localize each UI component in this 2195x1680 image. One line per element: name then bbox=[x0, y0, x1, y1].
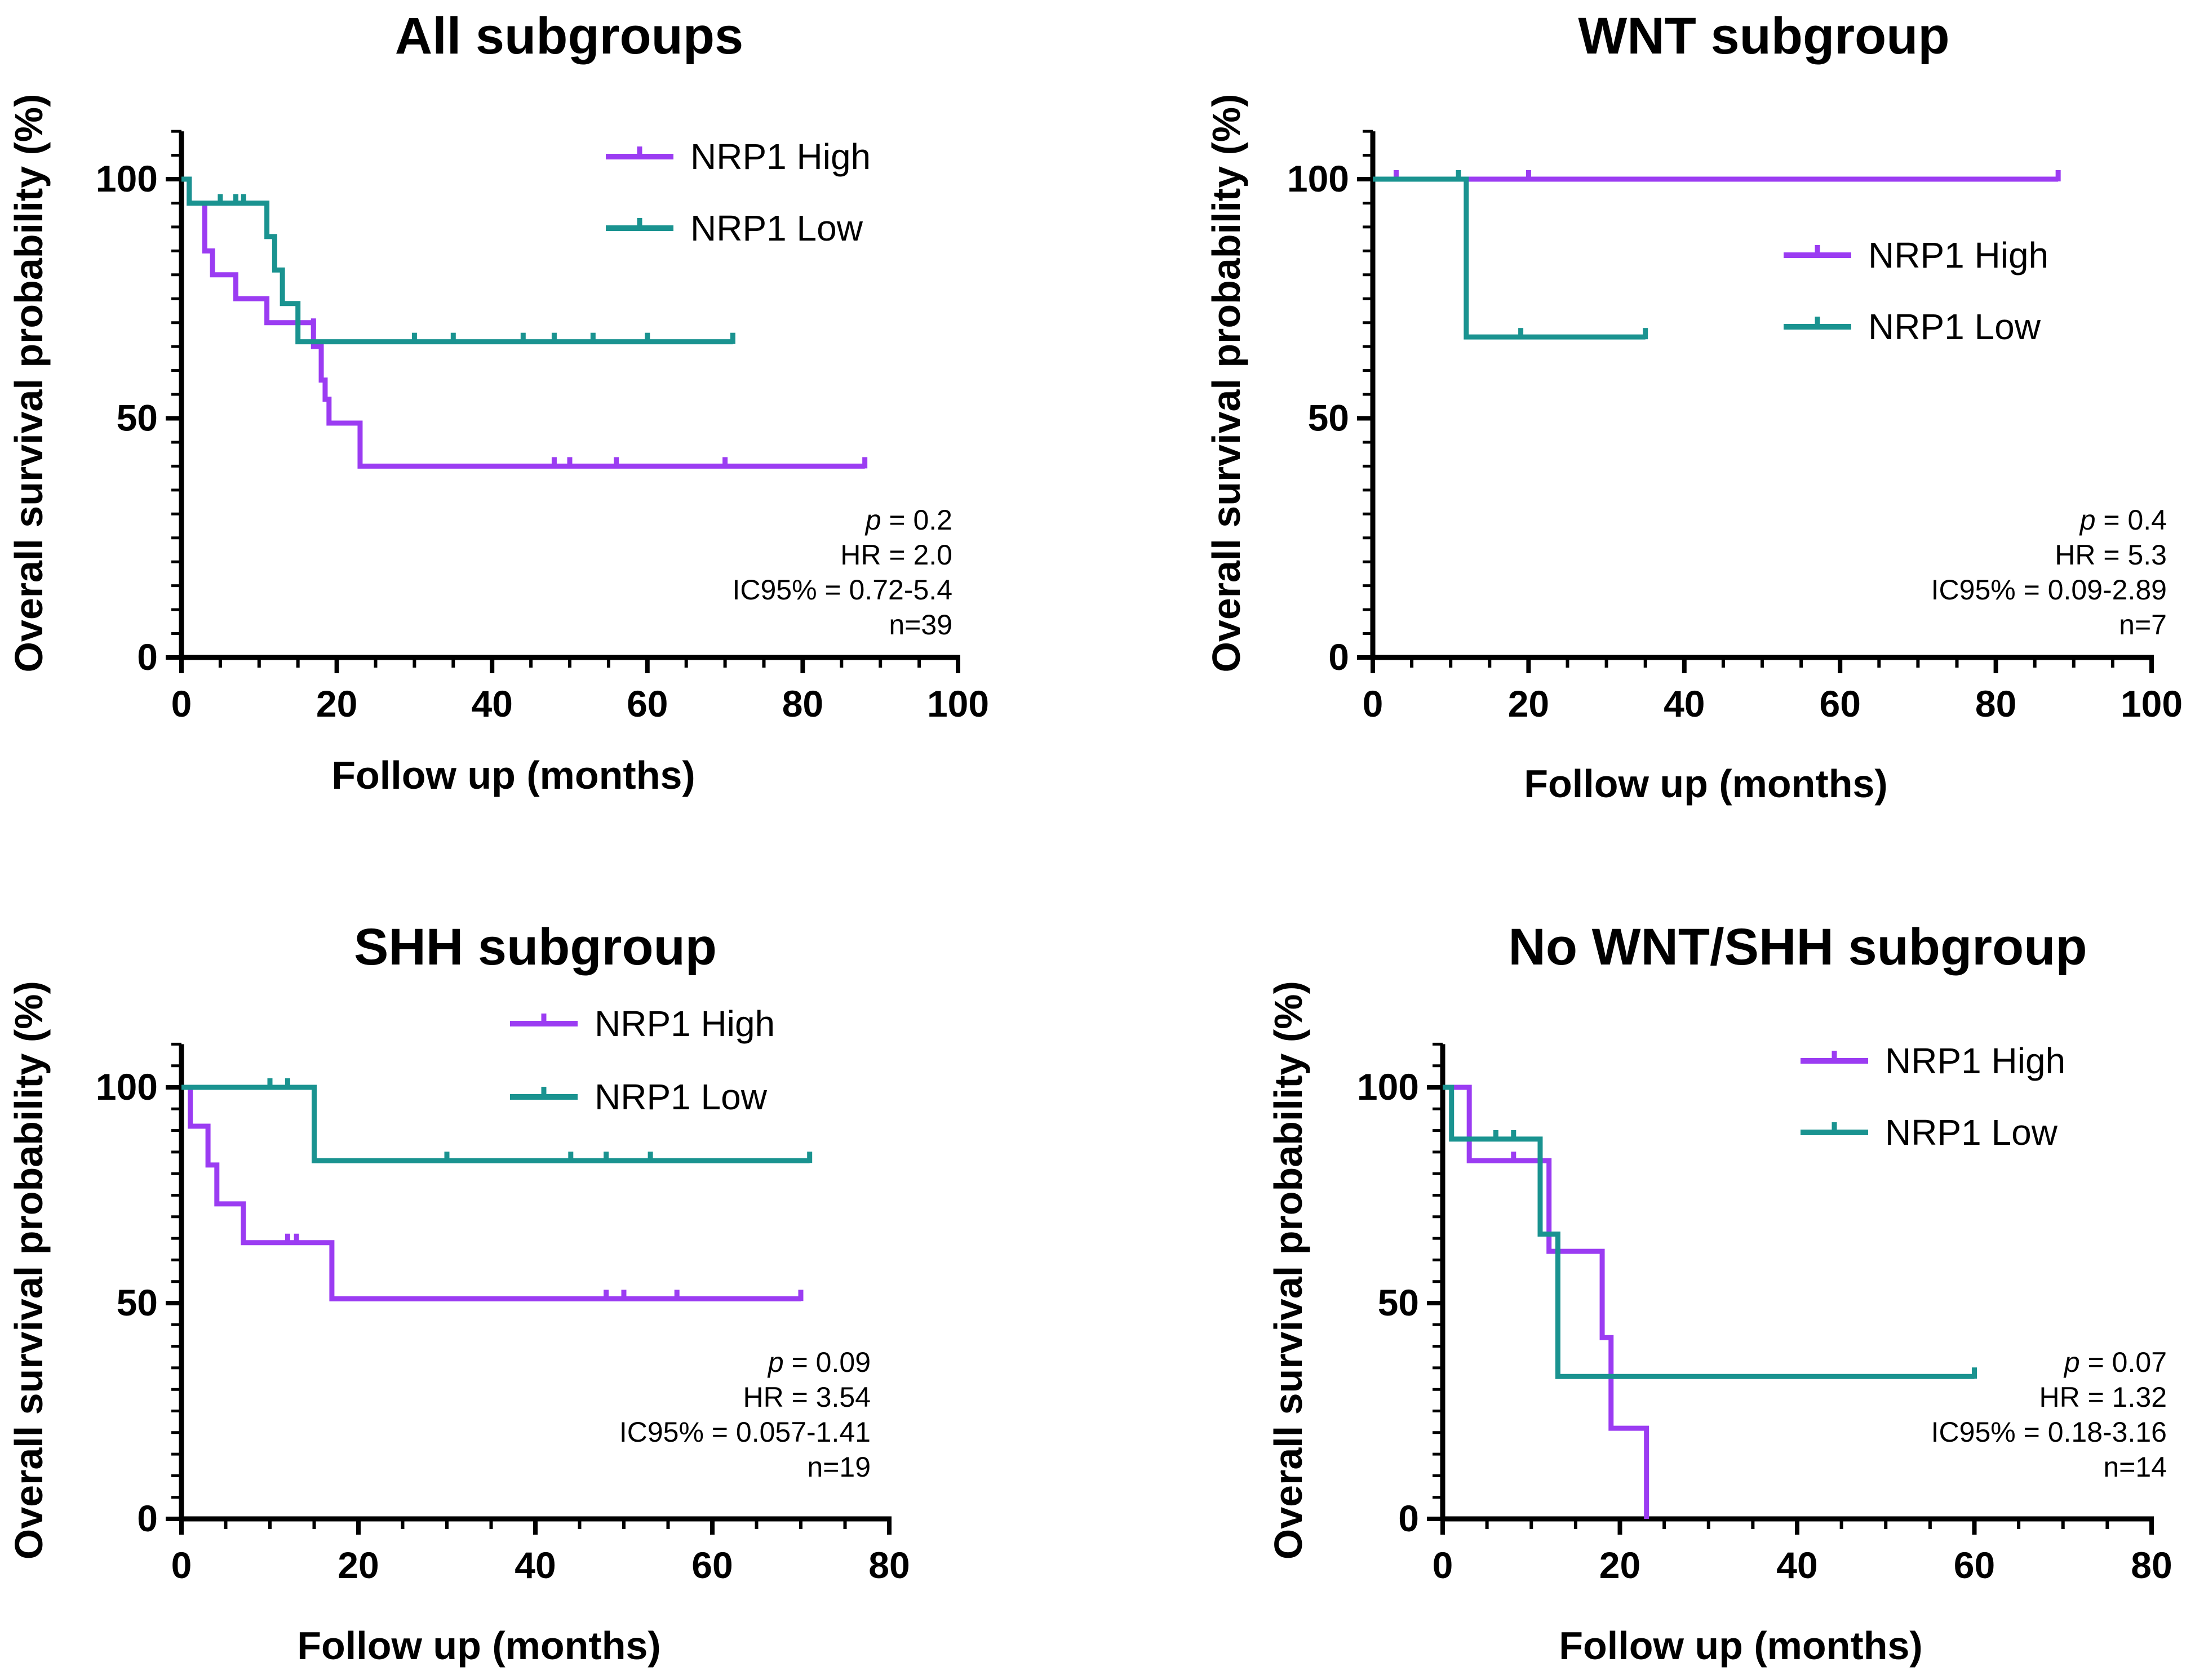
stat-p-number: = 0.07 bbox=[2080, 1346, 2167, 1378]
stat-confidence-interval: IC95% = 0.09-2.89 bbox=[1931, 574, 2167, 606]
stat-confidence-interval: IC95% = 0.72-5.4 bbox=[732, 574, 952, 606]
x-tick-label: 60 bbox=[1819, 683, 1860, 725]
legend-label-high: NRP1 High bbox=[1885, 1041, 2065, 1081]
km-curve-low bbox=[181, 1085, 810, 1163]
stat-sample-size: n=39 bbox=[889, 609, 952, 641]
stat-sample-size: n=14 bbox=[2103, 1451, 2167, 1483]
stat-p-value: p = 0.09 bbox=[767, 1346, 871, 1378]
x-tick-label: 60 bbox=[691, 1544, 733, 1586]
stat-sample-size: n=7 bbox=[2119, 609, 2167, 641]
x-tick-label: 80 bbox=[782, 683, 823, 725]
legend-label-high: NRP1 High bbox=[690, 136, 871, 177]
x-tick-label: 0 bbox=[171, 683, 192, 725]
x-axis-label: Follow up (months) bbox=[331, 753, 695, 797]
km-curve-high bbox=[181, 1085, 801, 1301]
x-tick-label: 60 bbox=[1954, 1544, 1995, 1586]
stat-confidence-interval: IC95% = 0.057-1.41 bbox=[619, 1416, 871, 1448]
x-tick-label: 40 bbox=[515, 1544, 556, 1586]
x-tick-label: 0 bbox=[1363, 683, 1383, 725]
x-tick-label: 20 bbox=[316, 683, 357, 725]
km-curve-low bbox=[181, 176, 733, 345]
x-tick-label: 60 bbox=[627, 683, 668, 725]
stat-p-number: = 0.2 bbox=[881, 504, 953, 536]
y-tick-label: 100 bbox=[1287, 158, 1349, 199]
y-tick-label: 50 bbox=[117, 1282, 158, 1323]
y-axis-label: Overall survival probability (%) bbox=[1204, 94, 1248, 673]
x-axis-label: Follow up (months) bbox=[1524, 762, 1887, 806]
stat-hazard-ratio: HR = 1.32 bbox=[2039, 1381, 2167, 1413]
stat-hazard-ratio: HR = 5.3 bbox=[2055, 539, 2167, 571]
y-tick-label: 0 bbox=[1398, 1497, 1419, 1539]
y-axis-label: Overall survival probability (%) bbox=[7, 981, 51, 1559]
x-tick-label: 80 bbox=[1975, 683, 2016, 725]
x-tick-label: 80 bbox=[2131, 1544, 2172, 1586]
x-tick-label: 40 bbox=[471, 683, 512, 725]
y-tick-label: 0 bbox=[137, 636, 158, 678]
legend-label-low: NRP1 Low bbox=[1868, 306, 2041, 347]
chart-title: SHH subgroup bbox=[354, 918, 717, 976]
y-tick-label: 0 bbox=[137, 1497, 158, 1539]
y-axis-label: Overall survival probability (%) bbox=[7, 94, 51, 673]
chart-title: No WNT/SHH subgroup bbox=[1508, 918, 2087, 976]
y-tick-label: 50 bbox=[117, 397, 158, 439]
stat-p-symbol: p bbox=[2063, 1346, 2080, 1378]
stat-p-number: = 0.4 bbox=[2096, 504, 2167, 536]
km-curve-low bbox=[1443, 1085, 1975, 1379]
stat-sample-size: n=19 bbox=[807, 1451, 871, 1483]
x-tick-label: 20 bbox=[1599, 1544, 1640, 1586]
stat-p-number: = 0.09 bbox=[784, 1346, 871, 1378]
stat-p-value: p = 0.2 bbox=[864, 504, 952, 536]
x-tick-label: 100 bbox=[2121, 683, 2183, 725]
chart-title: All subgroups bbox=[395, 7, 743, 65]
legend-label-low: NRP1 Low bbox=[690, 208, 863, 248]
y-tick-label: 100 bbox=[96, 1066, 158, 1108]
chart-title: WNT subgroup bbox=[1578, 7, 1949, 65]
km-panel-3: SHH subgroup 0 20 40 60 80 0 50 100 Follow up (mo… bbox=[7, 918, 910, 1668]
stat-p-value: p = 0.07 bbox=[2063, 1346, 2167, 1378]
legend-label-low: NRP1 Low bbox=[595, 1077, 768, 1117]
y-tick-label: 0 bbox=[1328, 636, 1349, 678]
stat-confidence-interval: IC95% = 0.18-3.16 bbox=[1931, 1416, 2167, 1448]
y-tick-label: 100 bbox=[96, 158, 158, 199]
stat-p-value: p = 0.4 bbox=[2079, 504, 2167, 536]
x-tick-label: 100 bbox=[927, 683, 989, 725]
km-panel-1: All subgroups 0 20 40 60 80 100 0 50 100 Follow up… bbox=[7, 7, 989, 797]
km-curve-low bbox=[1373, 176, 1646, 340]
stat-p-symbol: p bbox=[864, 504, 881, 536]
stat-hazard-ratio: HR = 2.0 bbox=[840, 539, 952, 571]
y-tick-label: 50 bbox=[1378, 1282, 1419, 1323]
legend-label-low: NRP1 Low bbox=[1885, 1112, 2058, 1153]
x-tick-label: 40 bbox=[1664, 683, 1705, 725]
legend-label-high: NRP1 High bbox=[595, 1003, 775, 1044]
x-axis-label: Follow up (months) bbox=[297, 1624, 660, 1668]
x-tick-label: 0 bbox=[171, 1544, 192, 1586]
y-axis-label: Overall survival probability (%) bbox=[1266, 981, 1310, 1559]
y-tick-label: 50 bbox=[1308, 397, 1349, 439]
x-tick-label: 0 bbox=[1433, 1544, 1453, 1586]
x-tick-label: 20 bbox=[1508, 683, 1549, 725]
km-curve-high bbox=[181, 176, 865, 469]
km-curve-high bbox=[1443, 1085, 1649, 1519]
km-panel-4: No WNT/SHH subgroup 0 20 40 60 80 0 50 100 Follow… bbox=[1266, 918, 2172, 1668]
x-tick-label: 40 bbox=[1776, 1544, 1817, 1586]
stat-p-symbol: p bbox=[767, 1346, 784, 1378]
x-tick-label: 20 bbox=[338, 1544, 379, 1586]
legend-label-high: NRP1 High bbox=[1868, 235, 2048, 275]
stat-p-symbol: p bbox=[2079, 504, 2096, 536]
y-tick-label: 100 bbox=[1357, 1066, 1419, 1108]
km-panel-2: WNT subgroup 0 20 40 60 80 100 0 50 100 Follow up … bbox=[1204, 7, 2183, 806]
x-tick-label: 80 bbox=[868, 1544, 910, 1586]
stat-hazard-ratio: HR = 3.54 bbox=[743, 1381, 871, 1413]
x-axis-label: Follow up (months) bbox=[1559, 1624, 1922, 1668]
